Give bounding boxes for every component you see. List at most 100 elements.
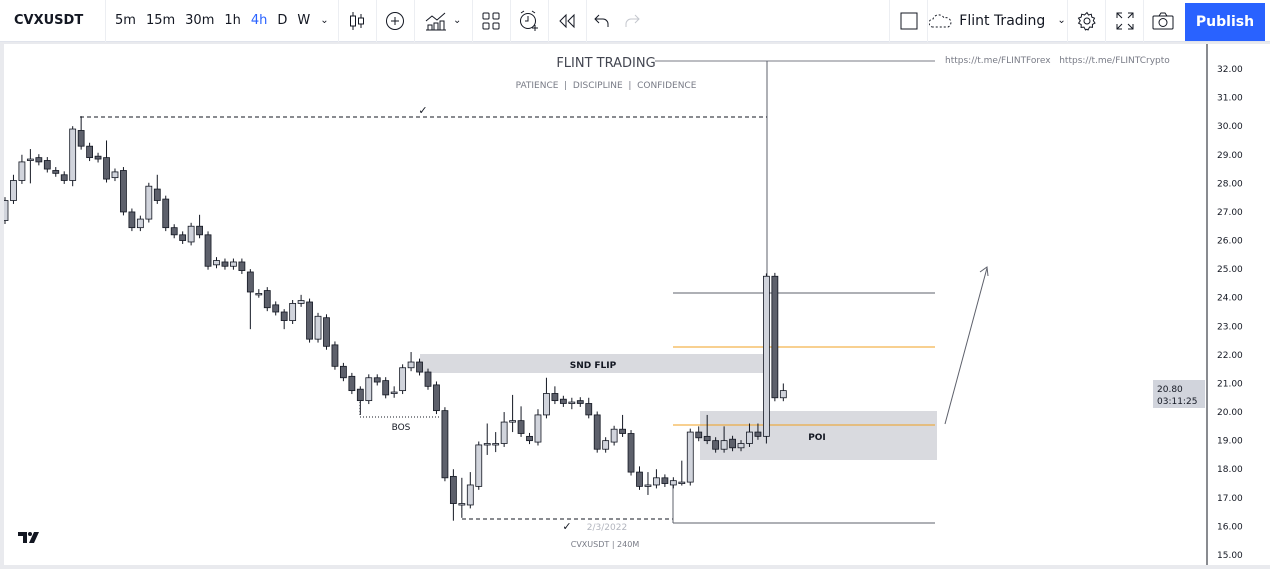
- candle[interactable]: [136, 215, 144, 232]
- candle[interactable]: [466, 472, 474, 509]
- candle[interactable]: [669, 477, 677, 489]
- candle[interactable]: [500, 412, 508, 447]
- layout-grid-icon[interactable]: [473, 0, 511, 42]
- indicators-icon[interactable]: ⌄: [415, 0, 473, 42]
- candle[interactable]: [517, 406, 525, 437]
- candle[interactable]: [771, 272, 779, 402]
- candle[interactable]: [399, 364, 407, 395]
- candle[interactable]: [120, 167, 127, 216]
- candle[interactable]: [483, 423, 491, 455]
- candle[interactable]: [18, 154, 26, 184]
- candle[interactable]: [568, 397, 576, 410]
- interval-w[interactable]: W: [297, 13, 311, 28]
- candle[interactable]: [356, 386, 364, 415]
- candle[interactable]: [653, 469, 660, 489]
- replay-icon[interactable]: [549, 0, 587, 42]
- candle[interactable]: [509, 394, 517, 433]
- tradingview-logo[interactable]: [18, 532, 39, 543]
- candles-icon[interactable]: [339, 0, 377, 42]
- candle[interactable]: [255, 289, 263, 298]
- candle[interactable]: [331, 341, 339, 370]
- fullscreen-icon[interactable]: [1106, 0, 1144, 42]
- candle[interactable]: [644, 472, 652, 495]
- candle[interactable]: [162, 195, 170, 232]
- candle[interactable]: [306, 298, 313, 343]
- candle[interactable]: [153, 174, 161, 204]
- settings-gear-icon[interactable]: [1068, 0, 1106, 42]
- candle[interactable]: [230, 258, 237, 270]
- candle[interactable]: [492, 432, 500, 453]
- candle[interactable]: [145, 182, 153, 223]
- candle[interactable]: [729, 435, 736, 452]
- candle[interactable]: [43, 157, 51, 173]
- candle[interactable]: [204, 231, 212, 270]
- candle[interactable]: [94, 152, 102, 163]
- interval-5m[interactable]: 5m: [115, 13, 136, 28]
- interval-4h[interactable]: 4h: [250, 13, 268, 28]
- candle[interactable]: [661, 474, 669, 487]
- candle[interactable]: [627, 430, 635, 476]
- candle[interactable]: [69, 126, 77, 187]
- candle[interactable]: [77, 116, 85, 150]
- candle[interactable]: [187, 222, 195, 246]
- candle[interactable]: [695, 426, 703, 442]
- publish-button[interactable]: Publish: [1185, 3, 1265, 41]
- candle[interactable]: [297, 294, 305, 307]
- candle[interactable]: [551, 386, 559, 405]
- candle[interactable]: [263, 287, 271, 312]
- interval-15m[interactable]: 15m: [145, 13, 176, 28]
- candle[interactable]: [593, 411, 601, 453]
- candle[interactable]: [272, 301, 280, 316]
- alarm-clock-icon[interactable]: [511, 0, 549, 42]
- candle[interactable]: [746, 423, 753, 447]
- candle[interactable]: [1, 197, 9, 224]
- candle[interactable]: [103, 140, 110, 183]
- candle[interactable]: [424, 368, 432, 390]
- candle[interactable]: [712, 437, 720, 453]
- candle[interactable]: [382, 377, 390, 399]
- candle[interactable]: [526, 432, 533, 445]
- square-icon[interactable]: [890, 0, 928, 42]
- candle[interactable]: [314, 312, 322, 343]
- candle[interactable]: [213, 257, 220, 269]
- snd-flip-zone[interactable]: [420, 354, 765, 373]
- redo-icon[interactable]: [617, 0, 647, 42]
- projection-arrow[interactable]: [944, 267, 988, 425]
- candle[interactable]: [339, 362, 347, 382]
- poi-zone[interactable]: [700, 411, 937, 460]
- candle[interactable]: [559, 395, 567, 407]
- candle[interactable]: [280, 309, 288, 330]
- candle[interactable]: [576, 397, 584, 407]
- candle[interactable]: [86, 142, 93, 162]
- chart-pane[interactable]: FLINT TRADING PATIENCE | DISCIPLINE | CO…: [1, 44, 1270, 565]
- candle[interactable]: [779, 383, 787, 402]
- candle[interactable]: [289, 299, 297, 325]
- candle[interactable]: [60, 171, 68, 184]
- candle[interactable]: [52, 167, 60, 177]
- candle[interactable]: [323, 314, 330, 350]
- candle[interactable]: [416, 358, 423, 376]
- candle[interactable]: [10, 174, 17, 204]
- candle[interactable]: [170, 224, 178, 239]
- candle[interactable]: [585, 397, 593, 419]
- candle[interactable]: [35, 154, 43, 166]
- candle[interactable]: [238, 258, 246, 274]
- candle[interactable]: [475, 441, 483, 490]
- candle[interactable]: [763, 273, 770, 444]
- candle[interactable]: [373, 374, 381, 386]
- candle[interactable]: [26, 149, 34, 184]
- interval-d[interactable]: D: [277, 13, 288, 28]
- candle[interactable]: [703, 414, 711, 445]
- candle[interactable]: [458, 477, 466, 518]
- candle[interactable]: [433, 381, 440, 415]
- interval-30m[interactable]: 30m: [185, 13, 215, 28]
- add-indicator-icon[interactable]: [377, 0, 415, 42]
- candle[interactable]: [407, 352, 415, 372]
- candle[interactable]: [619, 414, 626, 437]
- candle[interactable]: [534, 409, 542, 446]
- interval-1h[interactable]: 1h: [224, 13, 241, 28]
- candle[interactable]: [390, 386, 398, 398]
- candle[interactable]: [686, 428, 694, 486]
- layout-dropdown[interactable]: Flint Trading ⌄: [928, 0, 1068, 42]
- candle[interactable]: [602, 437, 610, 453]
